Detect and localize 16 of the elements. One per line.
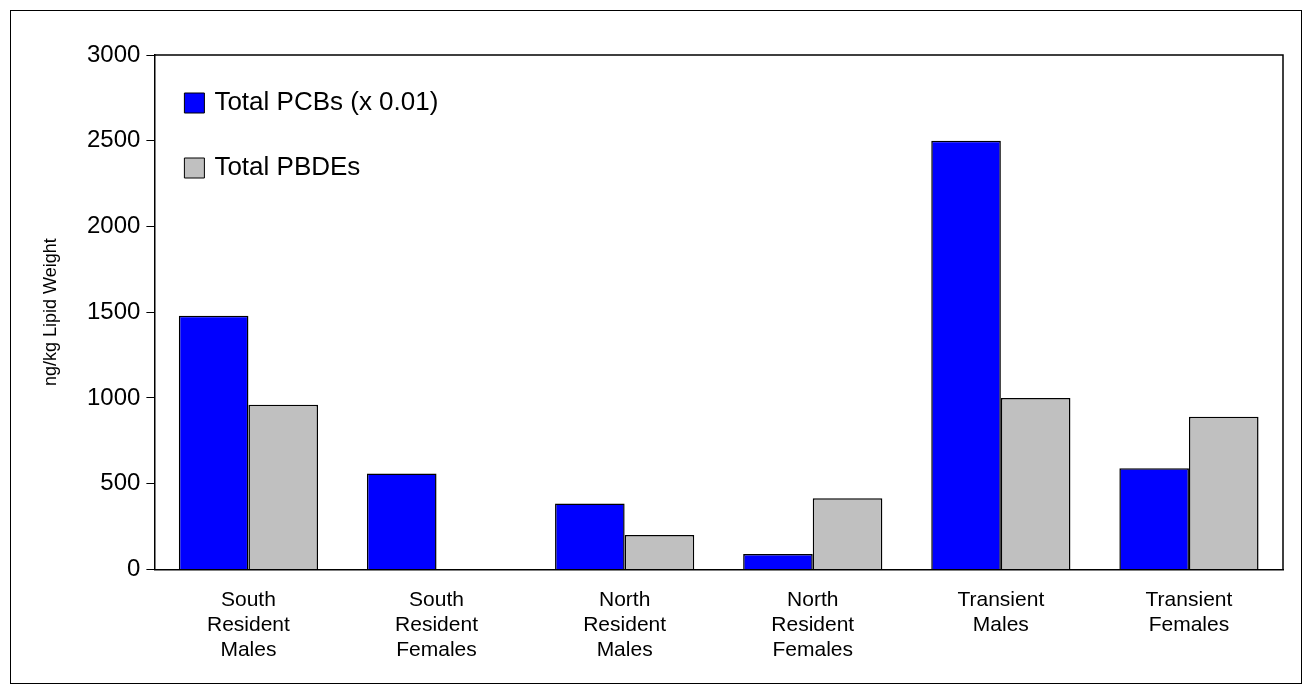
y-tick-label: 2500 — [87, 125, 141, 153]
y-tick-label: 3000 — [87, 39, 141, 67]
y-tick-label: 500 — [100, 468, 141, 496]
y-tick-label: 0 — [127, 554, 141, 582]
x-tick-label: Transient Males — [957, 586, 1045, 635]
y-axis-title: ng/kg Lipid Weight — [39, 238, 60, 387]
x-tick-label: North Resident Males — [583, 586, 667, 661]
y-tick-label: 2000 — [87, 211, 141, 239]
legend-label: Total PCBs (x 0.01) — [214, 86, 439, 117]
x-tick-label: South Resident Females — [395, 586, 479, 661]
x-tick-label: Transient Females — [1145, 586, 1233, 635]
x-tick-label: South Resident Males — [207, 586, 291, 661]
y-tick-label: 1000 — [87, 382, 141, 410]
legend-label: Total PBDEs — [214, 151, 361, 182]
x-tick-label: North Resident Females — [771, 586, 855, 661]
y-tick-label: 1500 — [87, 296, 141, 324]
